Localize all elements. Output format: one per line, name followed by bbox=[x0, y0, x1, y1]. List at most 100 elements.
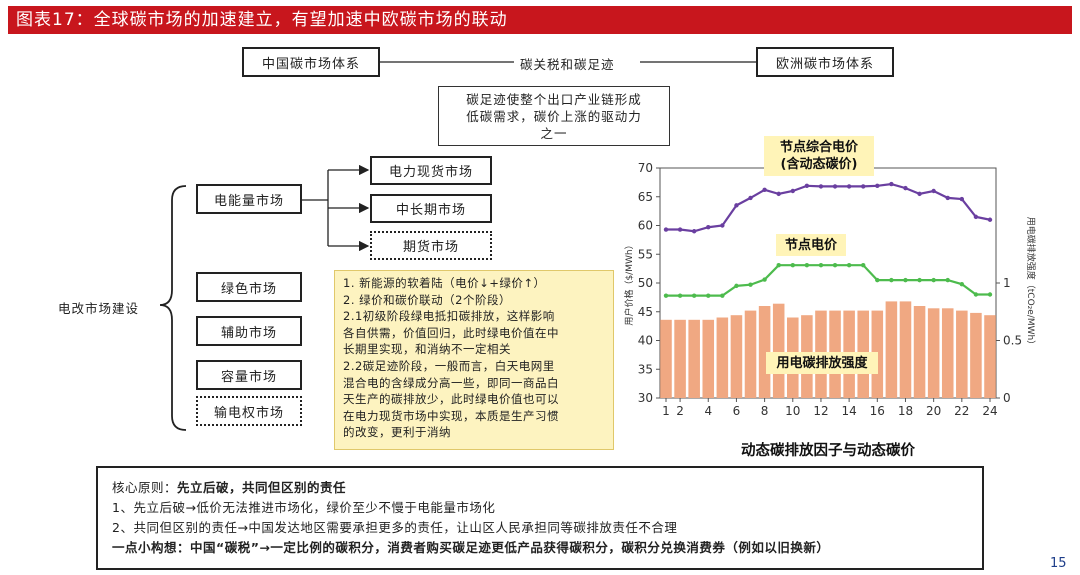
node-price-point bbox=[677, 293, 683, 298]
integrated-price-point bbox=[691, 229, 697, 234]
principles-box: 核心原则：先立后破，共同但区别的责任 1、先立后破→低价无法推进市场化，绿价至少… bbox=[96, 466, 984, 570]
emission-bar bbox=[660, 319, 672, 398]
node-price-label: 节点电价 bbox=[785, 237, 838, 253]
node-price-point bbox=[903, 277, 908, 283]
emission-bar bbox=[899, 301, 912, 398]
mid-long-market-box: 中长期市场 bbox=[370, 194, 492, 223]
integrated-price-point bbox=[734, 203, 739, 208]
explain-line-3: 之一 bbox=[540, 126, 568, 141]
node-price-point bbox=[804, 262, 810, 268]
node-price-point bbox=[691, 293, 697, 298]
auxiliary-market-box: 辅助市场 bbox=[196, 316, 302, 346]
integrated-price-label-bg bbox=[764, 136, 874, 176]
integrated-price-point bbox=[762, 187, 767, 193]
integrated-price-point bbox=[706, 225, 711, 230]
node-price-label-bg bbox=[776, 234, 846, 256]
node-price-point bbox=[734, 283, 739, 289]
emission-bar bbox=[716, 317, 729, 398]
emission-bar bbox=[941, 308, 954, 398]
y-tick-label: 65 bbox=[638, 190, 653, 204]
sticky-note: 1. 新能源的软着陆（电价↓+绿价↑） 2. 绿价和碳价联动（2个阶段） 2.1… bbox=[334, 270, 614, 450]
node-price-point bbox=[663, 293, 669, 298]
note-line: 2. 绿价和碳价联动（2个阶段） bbox=[343, 292, 511, 307]
chart-title: 动态碳排放因子与动态碳价 bbox=[741, 441, 915, 459]
node-price-point bbox=[987, 292, 993, 297]
note-line: 2.2碳足迹阶段，一般而言，白天电网里 bbox=[343, 358, 555, 373]
integrated-price-point bbox=[987, 217, 993, 222]
integrated-price-point bbox=[846, 184, 852, 189]
emission-bar bbox=[970, 312, 982, 398]
node-price-point bbox=[959, 281, 965, 287]
explain-line-2: 低碳需求，碳价上涨的驱动力 bbox=[466, 109, 642, 124]
link-label: 碳关税和碳足迹 bbox=[520, 57, 615, 72]
x-tick-label: 24 bbox=[982, 404, 997, 418]
y-tick-label: 55 bbox=[638, 247, 653, 261]
integrated-price-point bbox=[903, 185, 908, 191]
node-price-point bbox=[748, 282, 753, 287]
emission-bar bbox=[772, 303, 785, 398]
note-line: 天生产的碳排放少，此时绿电价值也可以 bbox=[343, 392, 559, 407]
node-price-point bbox=[875, 277, 880, 283]
integrated-price-point bbox=[861, 184, 866, 189]
y-tick-label: 30 bbox=[638, 391, 653, 405]
x-tick-label: 18 bbox=[898, 404, 913, 418]
node-price-point bbox=[889, 277, 894, 283]
integrated-price-point bbox=[917, 191, 922, 197]
integrated-price-point bbox=[663, 227, 669, 232]
integrated-price-point bbox=[959, 196, 965, 202]
note-line: 混合电的含绿成分高一些，即同一商品白 bbox=[343, 375, 559, 390]
node-price-point bbox=[861, 262, 866, 268]
x-tick-label: 6 bbox=[733, 404, 741, 418]
integrated-price-point bbox=[818, 184, 824, 189]
integrated-price-line bbox=[666, 182, 991, 233]
emission-bar bbox=[688, 319, 700, 398]
energy-market-box: 电能量市场 bbox=[196, 184, 302, 214]
node-price-point bbox=[776, 262, 781, 268]
node-price-point bbox=[706, 293, 711, 298]
explain-box: 碳足迹使整个出口产业链形成 低碳需求，碳价上涨的驱动力 之一 bbox=[438, 86, 670, 146]
integrated-price-point bbox=[931, 188, 936, 194]
y2-axis-label: 用电碳排放强度（tCO₂e/MWh） bbox=[1025, 217, 1037, 349]
emission-bar bbox=[956, 310, 968, 398]
principle-core: 先立后破，共同但区别的责任 bbox=[177, 480, 347, 495]
principle-label: 核心原则： bbox=[112, 480, 178, 495]
node-price-point bbox=[790, 262, 795, 268]
x-tick-label: 22 bbox=[954, 404, 969, 418]
integrated-price-point bbox=[889, 181, 894, 187]
emission-label-bg bbox=[766, 352, 878, 374]
x-tick-label: 12 bbox=[813, 404, 828, 418]
note-line: 2.1初级阶段绿电抵扣碳排放，这样影响 bbox=[343, 309, 555, 324]
node-price-point bbox=[762, 277, 767, 282]
node-price-point bbox=[832, 262, 838, 268]
integrated-price-label: (含动态碳价) bbox=[781, 156, 858, 172]
principle-line-1: 核心原则：先立后破，共同但区别的责任 bbox=[112, 478, 968, 498]
integrated-price-point bbox=[832, 184, 838, 189]
x-tick-label: 1 bbox=[662, 404, 670, 418]
integrated-price-point bbox=[875, 183, 880, 189]
eu-market-box: 欧洲碳市场体系 bbox=[756, 47, 894, 77]
y2-tick-label: 0.5 bbox=[1003, 334, 1022, 348]
explain-line-1: 碳足迹使整个出口产业链形成 bbox=[466, 92, 642, 107]
china-market-box: 中国碳市场体系 bbox=[242, 47, 380, 77]
y-tick-label: 35 bbox=[638, 362, 653, 376]
integrated-price-point bbox=[748, 195, 753, 201]
note-line: 各自供需，价值回归，此时绿电价值在中 bbox=[343, 325, 559, 340]
x-tick-label: 14 bbox=[841, 404, 856, 418]
x-tick-label: 8 bbox=[761, 404, 769, 418]
y-tick-label: 45 bbox=[638, 305, 653, 319]
y2-tick-label: 0 bbox=[1003, 391, 1011, 405]
integrated-price-point bbox=[720, 223, 725, 228]
integrated-price-point bbox=[945, 195, 950, 201]
y-tick-label: 70 bbox=[638, 161, 653, 175]
page-title: 图表17：全球碳市场的加速建立，有望加速中欧碳市场的联动 bbox=[8, 6, 1072, 34]
integrated-price-point bbox=[973, 214, 979, 220]
emission-bar bbox=[885, 301, 898, 398]
node-price-point bbox=[973, 292, 979, 297]
x-tick-label: 20 bbox=[926, 404, 941, 418]
integrated-price-point bbox=[776, 191, 781, 197]
y-axis-label: 用户价格（$/MWh） bbox=[623, 240, 635, 325]
futures-market-box: 期货市场 bbox=[370, 231, 492, 260]
x-tick-label: 10 bbox=[785, 404, 800, 418]
